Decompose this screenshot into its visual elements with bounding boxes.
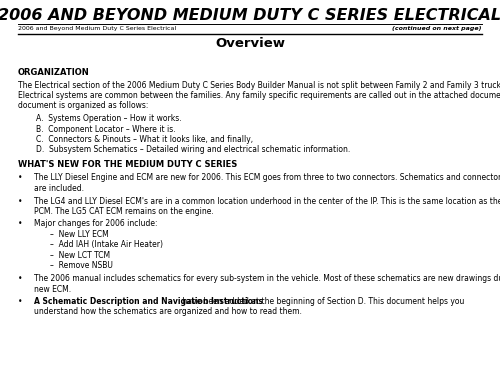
Text: –  Add IAH (Intake Air Heater): – Add IAH (Intake Air Heater) (50, 240, 163, 249)
Text: A Schematic Description and Navigation Instructions: A Schematic Description and Navigation I… (34, 297, 263, 306)
Text: –  Remove NSBU: – Remove NSBU (50, 261, 113, 271)
Text: The LLY Diesel Engine and ECM are new for 2006. This ECM goes from three to two : The LLY Diesel Engine and ECM are new fo… (34, 173, 500, 183)
Text: •: • (18, 274, 22, 283)
Text: document is organized as follows:: document is organized as follows: (18, 102, 148, 110)
Text: have been added at the beginning of Section D. This document helps you: have been added at the beginning of Sect… (180, 297, 464, 306)
Text: ORGANIZATION: ORGANIZATION (18, 68, 90, 77)
Text: are included.: are included. (34, 184, 84, 193)
Text: C.  Connectors & Pinouts – What it looks like, and finally,: C. Connectors & Pinouts – What it looks … (36, 135, 253, 144)
Text: –  New LCT TCM: – New LCT TCM (50, 251, 110, 260)
Text: –  New LLY ECM: – New LLY ECM (50, 230, 109, 239)
Text: Overview: Overview (215, 37, 285, 50)
Text: The LG4 and LLY Diesel ECM's are in a common location underhood in the center of: The LG4 and LLY Diesel ECM's are in a co… (34, 196, 500, 205)
Text: •: • (18, 196, 22, 205)
Text: A.  Systems Operation – How it works.: A. Systems Operation – How it works. (36, 114, 182, 123)
Text: Major changes for 2006 include:: Major changes for 2006 include: (34, 220, 158, 229)
Text: WHAT'S NEW FOR THE MEDIUM DUTY C SERIES: WHAT'S NEW FOR THE MEDIUM DUTY C SERIES (18, 160, 238, 169)
Text: 2006 AND BEYOND MEDIUM DUTY C SERIES ELECTRICAL: 2006 AND BEYOND MEDIUM DUTY C SERIES ELE… (0, 8, 500, 23)
Text: Electrical systems are common between the families. Any family specific requirem: Electrical systems are common between th… (18, 91, 500, 100)
Text: 2006 and Beyond Medium Duty C Series Electrical: 2006 and Beyond Medium Duty C Series Ele… (18, 26, 176, 31)
Text: The Electrical section of the 2006 Medium Duty C Series Body Builder Manual is n: The Electrical section of the 2006 Mediu… (18, 81, 500, 90)
Text: D.  Subsystem Schematics – Detailed wiring and electrical schematic information.: D. Subsystem Schematics – Detailed wirin… (36, 146, 350, 154)
Text: •: • (18, 173, 22, 183)
Text: The 2006 manual includes schematics for every sub-system in the vehicle. Most of: The 2006 manual includes schematics for … (34, 274, 500, 283)
Text: (continued on next page): (continued on next page) (392, 26, 482, 31)
Text: •: • (18, 297, 22, 306)
Text: new ECM.: new ECM. (34, 284, 71, 293)
Text: B.  Component Locator – Where it is.: B. Component Locator – Where it is. (36, 125, 175, 134)
Text: understand how the schematics are organized and how to read them.: understand how the schematics are organi… (34, 308, 302, 317)
Text: •: • (18, 220, 22, 229)
Text: PCM. The LG5 CAT ECM remains on the engine.: PCM. The LG5 CAT ECM remains on the engi… (34, 207, 214, 216)
